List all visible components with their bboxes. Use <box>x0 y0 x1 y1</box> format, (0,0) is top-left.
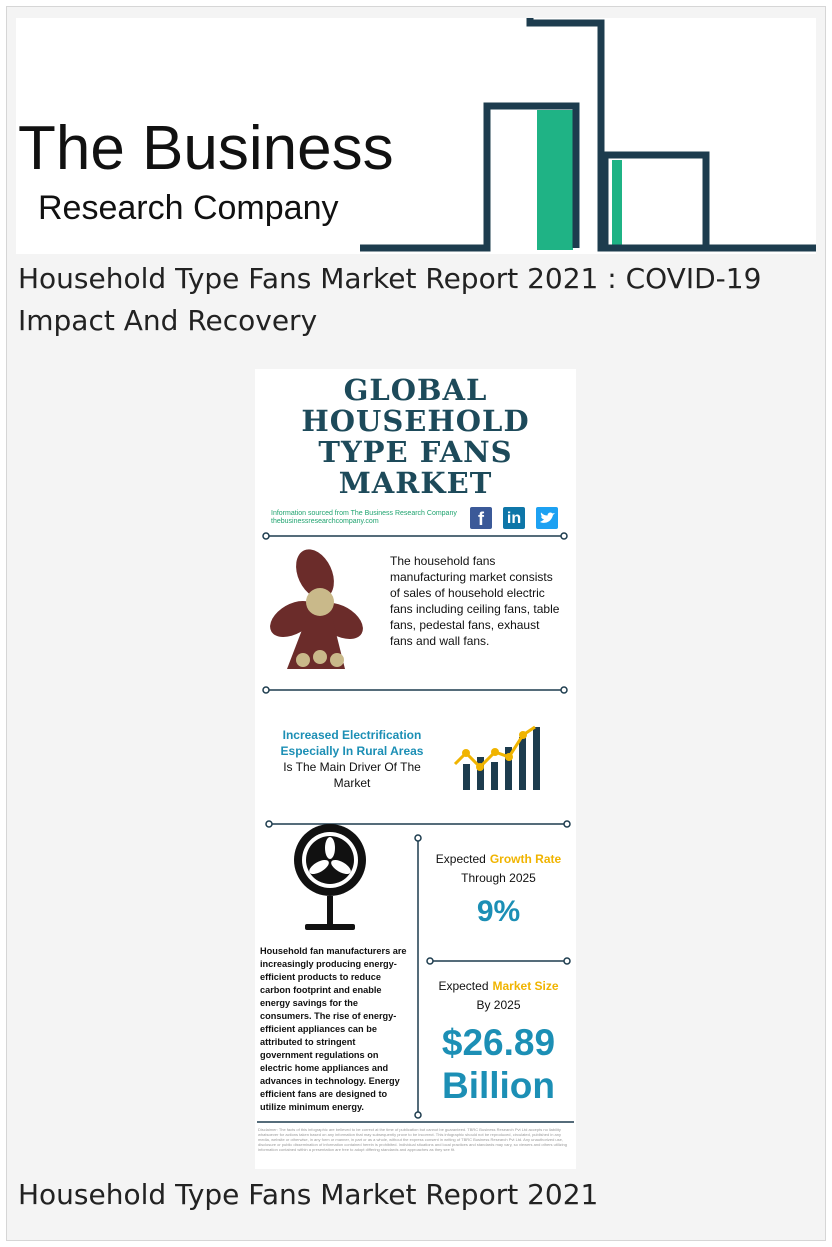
growth-suffix: Through 2025 <box>421 870 576 886</box>
market-size-value: $26.89 Billion <box>421 1021 576 1107</box>
driver-highlight: Increased Electrification Especially In … <box>277 727 427 759</box>
infographic: GLOBAL HOUSEHOLD TYPE FANS MARKET Inform… <box>255 369 576 1169</box>
growth-prefix: Expected <box>436 852 486 866</box>
page: The Business Research Company Household … <box>0 0 832 1247</box>
market-size-prefix: Expected <box>438 979 488 993</box>
growth: Expected Growth Rate Through 2025 9% <box>421 851 576 932</box>
logo-subtext: Research Company <box>38 188 338 228</box>
growth-highlight: Growth Rate <box>490 852 561 866</box>
body-text: Household fan manufacturers are increasi… <box>260 945 408 1114</box>
logo: The Business Research Company <box>16 18 816 254</box>
market-size: Expected Market Size By 2025 $26.89 Billi… <box>421 978 576 1107</box>
report-title: Household Type Fans Market Report 2021 :… <box>18 258 818 342</box>
description: The household fans manufacturing market … <box>390 553 565 649</box>
driver-text: Is The Main Driver Of The Market <box>277 759 427 791</box>
caption: Household Type Fans Market Report 2021 <box>18 1174 818 1216</box>
market-size-highlight: Market Size <box>493 979 559 993</box>
driver: Increased Electrification Especially In … <box>277 727 427 791</box>
growth-value: 9% <box>421 892 576 932</box>
disclaimer: Disclaimer: The facts of this infographi… <box>258 1127 573 1152</box>
market-size-suffix: By 2025 <box>421 997 576 1013</box>
logo-text: The Business <box>18 114 394 184</box>
